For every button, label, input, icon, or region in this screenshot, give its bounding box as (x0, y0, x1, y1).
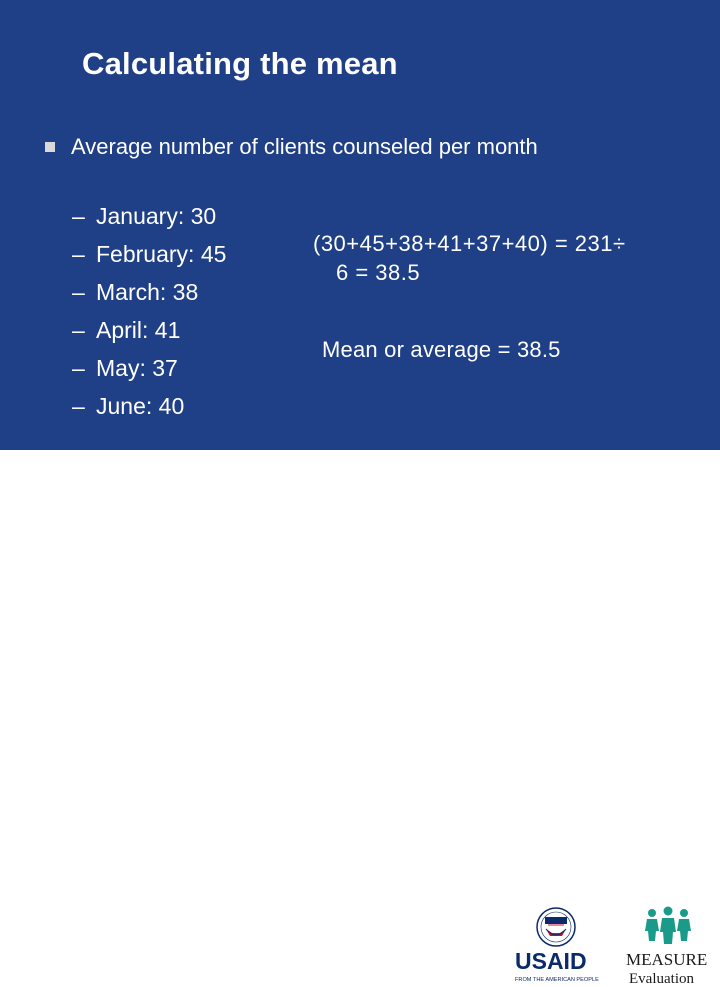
measure-wordmark: MEASURE (626, 950, 707, 969)
usaid-wordmark: USAID (515, 948, 587, 974)
list-item: – January: 30 (72, 197, 226, 235)
usaid-tagline: FROM THE AMERICAN PEOPLE (515, 977, 599, 983)
slide-title: Calculating the mean (82, 46, 398, 81)
bullet-item: Average number of clients counseled per … (45, 134, 538, 160)
list-item: – February: 45 (72, 235, 226, 273)
list-item: – March: 38 (72, 273, 226, 311)
bullet-text: Average number of clients counseled per … (71, 134, 538, 159)
dash-marker: – (72, 355, 85, 381)
measure-subtitle: Evaluation (629, 971, 694, 987)
measure-evaluation-logo: MEASURE Evaluation (626, 906, 707, 987)
dash-marker: – (72, 317, 85, 343)
month-value: January: 30 (96, 203, 217, 229)
dash-marker: – (72, 393, 85, 419)
dash-marker: – (72, 203, 85, 229)
logo-footer: USAID FROM THE AMERICAN PEOPLE MEASURE E… (0, 450, 720, 987)
dash-marker: – (72, 279, 85, 305)
calculation-line-1: (30+45+38+41+37+40) = 231÷ (313, 231, 626, 256)
list-item: – May: 37 (72, 349, 226, 387)
month-value: March: 38 (96, 279, 199, 305)
month-value: June: 40 (96, 393, 185, 419)
mean-result: Mean or average = 38.5 (322, 337, 561, 362)
slide-content-area: Calculating the mean Average number of c… (0, 0, 720, 450)
month-value: May: 37 (96, 355, 178, 381)
month-value: February: 45 (96, 241, 227, 267)
calculation-text: (30+45+38+41+37+40) = 231÷ 6 = 38.5 (313, 229, 626, 287)
square-bullet-icon (45, 142, 55, 152)
calculation-line-2: 6 = 38.5 (336, 260, 421, 285)
dash-marker: – (72, 241, 85, 267)
list-item: – June: 40 (72, 387, 226, 425)
month-value: April: 41 (96, 317, 181, 343)
month-list: – January: 30 – February: 45 – March: 38 – A… (72, 197, 226, 425)
usaid-logo: USAID FROM THE AMERICAN PEOPLE (515, 907, 599, 983)
list-item: – April: 41 (72, 311, 226, 349)
